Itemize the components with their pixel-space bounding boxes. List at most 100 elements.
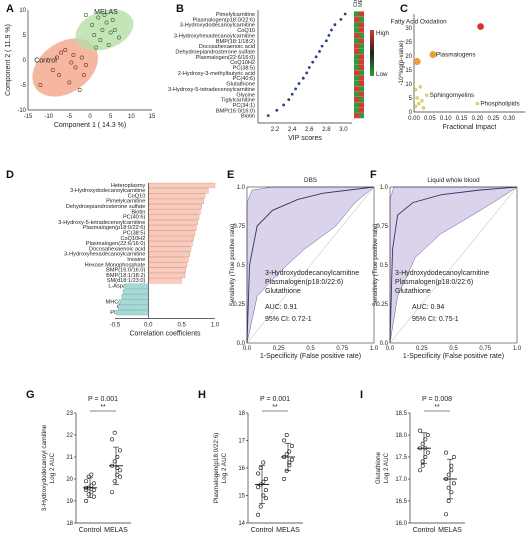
data-point	[63, 47, 68, 52]
significance-stars: **	[434, 404, 440, 411]
y-tick-label: 19	[66, 499, 73, 505]
x-tick-label: 0.25	[487, 116, 499, 122]
y-axis-label: Sensitivity (True positive rate)	[372, 224, 379, 307]
panel-i: I 16.0 16.5 17.0 17.5 18.0 18.5 Control MELAS **P…	[360, 389, 465, 534]
x-axis-label: 1-Specificity (False positive rate)	[260, 353, 361, 360]
sample-point	[84, 498, 89, 503]
sample-point	[449, 468, 454, 473]
heat-cell-ctrl	[354, 32, 359, 38]
diagonal-line	[389, 186, 518, 344]
x-tick-label: 0.30	[503, 116, 515, 122]
sample-point	[256, 471, 261, 476]
sample-point	[256, 485, 261, 490]
vip-point	[343, 12, 347, 16]
sample-point	[418, 468, 423, 473]
sample-point	[287, 449, 292, 454]
heat-cell-ctrl	[354, 80, 359, 87]
heat-column-label: Ctrl	[353, 0, 359, 7]
heat-cell-ctrl	[354, 54, 359, 60]
y-tick-label: 16.5	[395, 499, 407, 505]
pathway-point	[417, 101, 421, 106]
data-point	[38, 83, 43, 88]
data-point	[90, 22, 95, 27]
category-label: 3-Hydroxy-5-tetradecenoylcarnitine	[58, 220, 145, 226]
sample-point	[86, 492, 91, 497]
category-label: 3-Hydroxyhexadecanoylcarnitine	[174, 33, 255, 39]
y-tick-label: 0.25	[376, 302, 388, 308]
category-label: BMP(16:0/16:0)	[106, 268, 145, 274]
heat-cell-melas	[359, 54, 364, 60]
data-point	[106, 42, 111, 47]
y-axis-label: Log 2 AUC	[383, 452, 390, 483]
panel-letter-g: G	[26, 389, 35, 401]
vip-point	[324, 39, 328, 43]
category-label: BMP(16:0/16:0)	[216, 108, 255, 114]
axis-lines	[75, 413, 131, 524]
x-tick-label: 0.25	[416, 346, 428, 352]
sample-point	[444, 450, 449, 455]
heat-cell-ctrl	[354, 97, 359, 103]
x-tick-label: 0.10	[440, 116, 452, 122]
y-tick-label: 20	[405, 54, 412, 60]
correlation-bar	[148, 235, 194, 242]
heat-cell-ctrl	[354, 48, 359, 55]
heat-cell-ctrl	[354, 59, 359, 65]
sample-point	[89, 483, 94, 488]
category-label: Docosahexaenoic acid	[89, 246, 145, 252]
category-label: 3-Hydroxy-5-tetradecenoylcarnitine	[168, 87, 255, 93]
category-label: Heteroplasmy	[111, 183, 146, 189]
heat-cell-ctrl	[354, 16, 359, 22]
x-tick-label: 3.0	[339, 127, 348, 133]
roc-title: Liquid whole blood	[427, 177, 480, 184]
y-tick-label: 0.5	[237, 263, 246, 269]
sample-point	[91, 481, 96, 486]
data-point	[110, 17, 115, 22]
x-tick-label: -0.5	[110, 323, 121, 329]
pathway-point	[421, 106, 426, 110]
correlation-bar	[148, 257, 189, 263]
correlation-bar	[148, 204, 202, 210]
y-axis-label: Plasmalogen(p18:0/22:6)	[213, 433, 220, 503]
group-label: Control	[413, 527, 436, 534]
sample-point	[423, 454, 428, 459]
roc-curve	[246, 186, 375, 344]
category-label: 3-Hydroxydodecanoylcarnitine	[70, 188, 145, 194]
heat-cell-melas	[359, 107, 364, 113]
pathway-point	[413, 87, 418, 92]
correlation-bar	[148, 225, 197, 231]
y-axis-label: Glutathione	[375, 451, 382, 484]
sample-point	[115, 472, 120, 477]
y-tick-label: 16.0	[395, 521, 407, 527]
x-tick-label: 0.25	[273, 346, 285, 352]
y-tick-label: 0	[409, 110, 413, 116]
y-tick-label: 0	[23, 58, 27, 64]
correlation-bar	[148, 241, 193, 247]
y-tick-label: 25	[405, 40, 412, 46]
axis-lines	[27, 10, 152, 111]
color-legend-bar	[370, 30, 374, 76]
heat-cell-melas	[359, 48, 364, 55]
marker-label: Plasmalogen(p18:0/22:6)	[395, 279, 473, 286]
data-point	[59, 50, 64, 55]
category-label: PC(40:6)	[233, 76, 256, 82]
group-label: MELAS	[276, 527, 300, 534]
data-point	[92, 32, 97, 37]
sample-point	[284, 432, 289, 437]
vip-point	[327, 34, 331, 37]
heat-cell-melas	[359, 43, 364, 49]
correlation-bar	[148, 230, 196, 236]
y-tick-label: 14	[238, 521, 245, 527]
heat-cell-ctrl	[354, 27, 359, 33]
sample-point	[261, 493, 266, 498]
x-tick-label: 2.2	[271, 127, 280, 133]
category-label: CoQ10H2	[230, 60, 255, 66]
control-ellipse	[32, 38, 98, 97]
panel-letter-h: H	[198, 389, 206, 401]
vip-point	[301, 76, 305, 80]
melas-ellipse	[75, 9, 134, 51]
correlation-bar	[148, 219, 198, 226]
auc-label: AUC: 0.91	[265, 304, 297, 311]
heat-cell-ctrl	[354, 38, 359, 44]
